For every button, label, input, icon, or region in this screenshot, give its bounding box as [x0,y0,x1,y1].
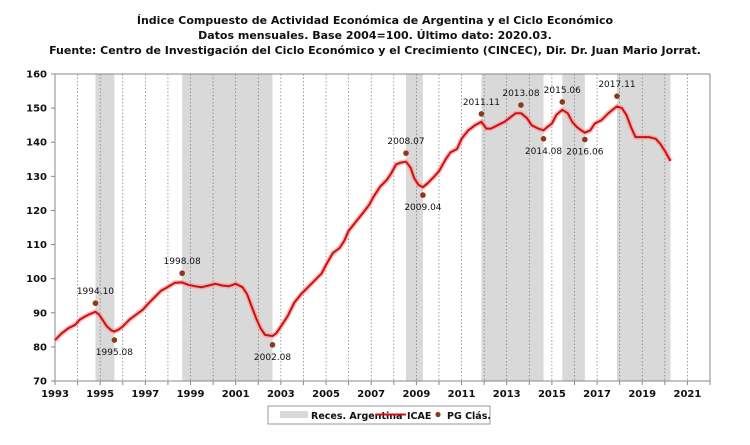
x-tick-label: 2003 [267,389,295,400]
turning-point-label: 2013.08 [502,89,539,99]
turning-point-label: 2017.11 [598,80,635,90]
year-gridlines [77,74,688,381]
legend-swatch-pg [435,411,441,418]
x-tick-label: 2007 [357,389,385,400]
turning-point-label: 1995.08 [96,348,133,358]
turning-point-label: 1998.08 [164,257,201,267]
legend: Reces. Argentina ICAE PG Clás. [267,405,491,425]
turning-points: 1994.10 1995.08 1998.08 2002.08 2008.07 2009.… [77,80,636,363]
turning-point-marker [269,342,276,348]
legend-label-icae: ICAE [407,411,431,422]
turning-point-marker [420,192,426,198]
y-tick-label: 160 [26,70,47,81]
chart-source: Fuente: Centro de Investigación del Cicl… [49,44,701,57]
turning-point-marker [179,270,185,277]
turning-point-label: 2014.08 [525,147,562,157]
turning-point-marker [559,99,566,105]
turning-point-marker [403,150,409,156]
recession-band [95,74,115,381]
icae-line [54,105,672,341]
y-tick-label: 80 [33,342,47,353]
x-tick-label: 2021 [673,389,701,400]
recession-band [616,74,671,381]
x-tick-label: 2001 [222,389,250,400]
y-tick-label: 130 [26,172,47,183]
turning-point-label: 2009.04 [404,203,441,213]
axes: 70 80 90 100 110 120 130 140 150 160 1993 1995 1997 1… [26,70,711,400]
turning-point-label: 2008.07 [387,137,424,147]
turning-point-label: 2011.11 [463,98,500,108]
x-tick-label: 1999 [177,389,205,400]
y-tick-label: 120 [26,206,47,217]
turning-point-marker [111,337,118,343]
x-tick-label: 1995 [86,389,114,400]
turning-point-label: 2016.06 [566,147,603,157]
y-tick-label: 70 [33,377,47,388]
recession-band [481,74,544,381]
x-tick-label: 2017 [583,389,611,400]
y-tick-label: 110 [26,240,47,251]
y-tick-label: 150 [26,104,47,115]
turning-point-marker [518,102,524,108]
turning-point-label: 2015.06 [544,86,581,96]
turning-point-label: 2002.08 [254,353,291,363]
legend-label-pg: PG Clás. [447,411,491,422]
chart-title: Índice Compuesto de Actividad Económica … [136,14,614,27]
turning-point-marker [614,93,620,99]
y-tick-label: 140 [26,138,47,149]
y-tick-label: 100 [26,274,47,285]
x-tick-label: 1997 [131,389,159,400]
turning-point-marker [92,300,99,307]
turning-point-marker [582,136,588,143]
x-tick-label: 2005 [312,389,340,400]
x-tick-label: 1993 [41,389,69,400]
legend-swatch-recession [280,411,308,418]
x-tick-label: 2015 [538,389,566,400]
chart-subtitle: Datos mensuales. Base 2004=100. Último d… [198,29,552,42]
x-tick-label: 2019 [628,389,656,400]
legend-label-recession: Reces. Argentina [311,411,402,422]
turning-point-label: 1994.10 [77,287,114,297]
recession-band [562,74,585,381]
x-tick-label: 2009 [402,389,430,400]
recession-band [405,74,423,381]
x-tick-label: 2011 [448,389,476,400]
turning-point-marker [478,111,485,117]
x-tick-label: 2013 [493,389,521,400]
y-tick-label: 90 [33,308,47,319]
recession-bands [95,74,671,381]
recession-band [182,74,273,381]
turning-point-marker [540,136,547,142]
icae-series [53,103,673,342]
